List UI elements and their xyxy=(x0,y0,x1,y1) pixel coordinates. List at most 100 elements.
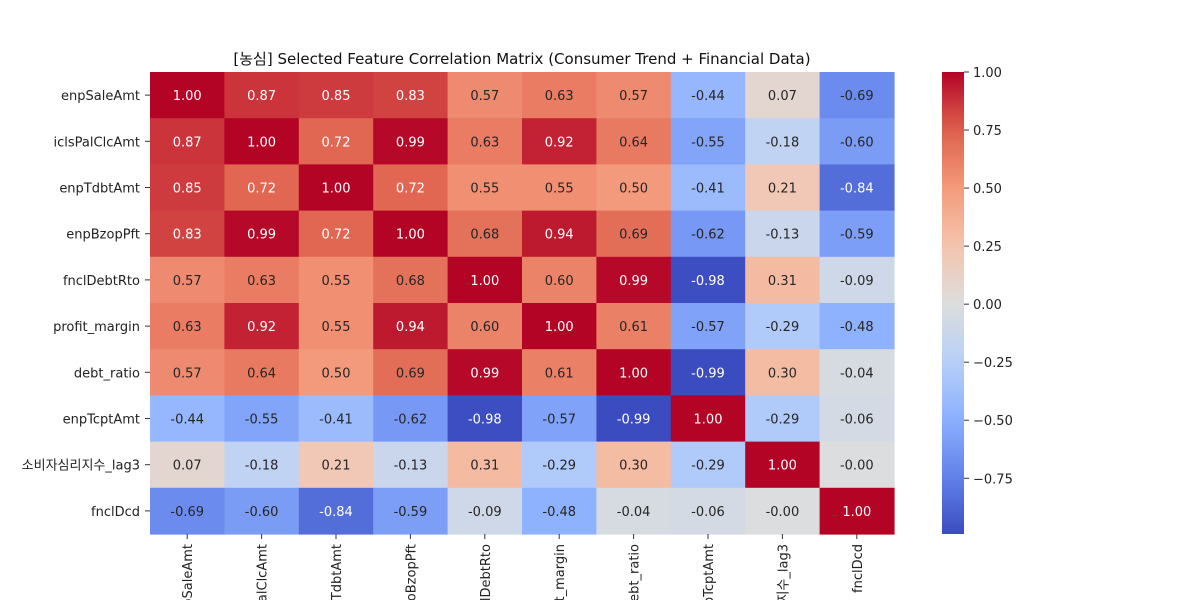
heatmap-cell xyxy=(298,441,374,489)
heatmap-cell xyxy=(373,349,449,396)
cell-value-label: -0.48 xyxy=(542,505,576,520)
colorbar-tick-label: −0.50 xyxy=(973,414,1013,429)
heatmap-cell xyxy=(298,72,374,119)
heatmap-cell xyxy=(447,349,523,396)
row-label: enpBzopPft xyxy=(66,228,140,243)
heatmap-cell xyxy=(224,303,300,350)
cell-value-label: 0.68 xyxy=(396,274,425,289)
heatmap-cell xyxy=(447,164,523,212)
heatmap-cell xyxy=(522,118,597,165)
cell-value-label: 0.83 xyxy=(173,228,202,243)
heatmap-cell xyxy=(447,118,523,165)
column-label: fnclDcd xyxy=(851,544,866,593)
cell-value-label: 0.72 xyxy=(322,228,351,243)
heatmap-cell xyxy=(596,441,672,489)
heatmap-cell xyxy=(819,441,895,489)
heatmap-cell xyxy=(596,72,672,119)
heatmap-cell xyxy=(522,349,597,396)
colorbar: 1.00 0.75 0.50 0.25 0.00 −0.25 −0.50 −0.75 xyxy=(942,66,1013,534)
heatmap-cell xyxy=(447,72,523,119)
heatmap-cell xyxy=(745,210,821,258)
heatmap-cell xyxy=(745,256,821,304)
column-label: 지수_lag3 xyxy=(776,544,791,600)
cell-value-label: -0.84 xyxy=(840,182,874,197)
heatmap-cell xyxy=(298,118,374,165)
heatmap-cell xyxy=(447,210,523,258)
cell-value-label: -0.09 xyxy=(840,274,874,289)
cell-value-label: 0.99 xyxy=(470,366,499,381)
cell-value-label: 0.61 xyxy=(545,366,574,381)
row-label: 소비자심리지수_lag3 xyxy=(22,459,140,474)
heatmap-cell xyxy=(522,395,597,443)
cell-value-label: -0.29 xyxy=(691,459,725,474)
cell-value-label: 0.72 xyxy=(322,135,351,150)
heatmap-cell xyxy=(150,303,225,350)
cell-value-label: 0.57 xyxy=(173,274,202,289)
cell-value-label: 0.30 xyxy=(768,366,797,381)
cell-value-label: 0.99 xyxy=(247,228,276,243)
row-label: debt_ratio xyxy=(74,366,140,381)
cell-value-label: 0.07 xyxy=(768,89,797,104)
column-label: oBzopPft xyxy=(404,544,419,600)
heatmap-cell xyxy=(596,487,672,535)
heatmap-cell xyxy=(670,487,746,535)
heatmap-cell xyxy=(522,72,597,119)
heatmap-cell xyxy=(819,303,895,350)
cell-value-label: -0.55 xyxy=(245,413,279,428)
cell-value-label: 0.87 xyxy=(247,89,276,104)
cell-value-label: 0.64 xyxy=(619,135,648,150)
cell-value-label: -0.18 xyxy=(245,459,279,474)
heatmap-cell xyxy=(596,303,672,350)
heatmap-cell xyxy=(522,164,597,212)
heatmap-cell xyxy=(150,164,225,212)
cell-value-label: -0.62 xyxy=(691,228,725,243)
cell-value-label: 0.31 xyxy=(470,459,499,474)
cell-value-label: -0.57 xyxy=(542,413,576,428)
cell-value-label: 1.00 xyxy=(396,228,425,243)
cell-value-label: 0.63 xyxy=(470,135,499,150)
heatmap-cell xyxy=(670,441,746,489)
heatmap-cell xyxy=(745,303,821,350)
heatmap-cell xyxy=(373,256,449,304)
heatmap-cell xyxy=(298,256,374,304)
cell-value-label: -0.29 xyxy=(766,413,800,428)
heatmap-cell xyxy=(670,118,746,165)
cell-value-label: -0.09 xyxy=(468,505,502,520)
heatmap-cell xyxy=(298,164,374,212)
heatmap-cell xyxy=(745,487,821,535)
colorbar-tick-label: 0.25 xyxy=(973,240,1002,255)
cell-value-label: 0.63 xyxy=(173,320,202,335)
cell-value-label: -0.18 xyxy=(766,135,800,150)
row-label: iclsPalClcAmt xyxy=(54,135,140,150)
cell-value-label: -0.41 xyxy=(319,413,353,428)
cell-value-label: 0.55 xyxy=(470,182,499,197)
heatmap-cell xyxy=(150,210,225,258)
cell-value-label: -0.29 xyxy=(766,320,800,335)
cell-value-label: 0.92 xyxy=(247,320,276,335)
cell-value-label: 0.83 xyxy=(396,89,425,104)
cell-value-label: 1.00 xyxy=(470,274,499,289)
column-label: alClcAmt xyxy=(256,544,271,600)
cell-value-label: -0.60 xyxy=(245,505,279,520)
cell-value-label: 0.21 xyxy=(768,182,797,197)
heatmap-cell xyxy=(522,441,597,489)
heatmap-cell xyxy=(819,210,895,258)
heatmap-cell xyxy=(670,210,746,258)
cell-value-label: -0.57 xyxy=(691,320,725,335)
heatmap-cell xyxy=(373,441,449,489)
heatmap-cell xyxy=(670,349,746,396)
cell-value-label: -0.60 xyxy=(840,135,874,150)
cell-value-label: 1.00 xyxy=(842,505,871,520)
heatmap-cell xyxy=(745,118,821,165)
row-label: enpTcptAmt xyxy=(63,413,140,428)
cell-value-label: -0.06 xyxy=(840,413,874,428)
cell-value-label: 0.92 xyxy=(545,135,574,150)
heatmap-cell xyxy=(150,487,225,535)
cell-value-label: 0.61 xyxy=(619,320,648,335)
cell-value-label: 0.60 xyxy=(545,274,574,289)
cell-value-label: -0.44 xyxy=(170,413,204,428)
heatmap-cell xyxy=(150,118,225,165)
row-labels: enpSaleAmt iclsPalClcAmt enpTdbtAmt enpBzop… xyxy=(22,89,150,520)
cell-value-label: 0.63 xyxy=(247,274,276,289)
row-label: enpSaleAmt xyxy=(61,89,140,104)
